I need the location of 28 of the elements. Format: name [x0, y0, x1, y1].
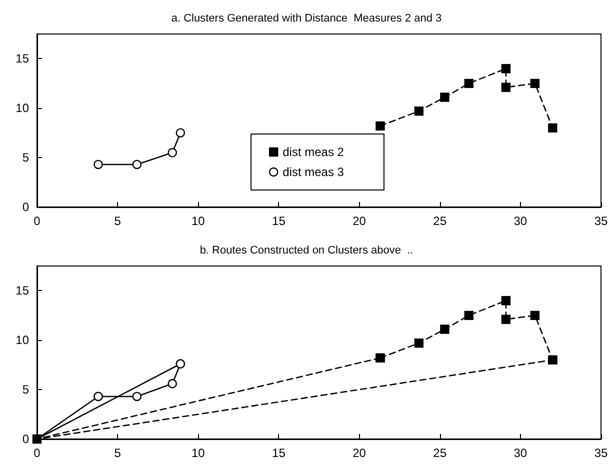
y-tick-label: 0	[22, 432, 30, 446]
x-tick-label: 15	[272, 214, 286, 228]
x-tick-label: 5	[114, 446, 122, 460]
x-tick-label: 10	[191, 214, 206, 228]
chart-title: a. Clusters Generated with Distance Measures 2 and 3	[171, 12, 442, 24]
x-tick-label: 25	[433, 446, 447, 460]
y-tick-label: 10	[16, 333, 30, 348]
x-tick-label: 15	[272, 446, 286, 460]
legend-label: dist meas 3	[282, 165, 344, 179]
x-tick-label: 5	[114, 214, 122, 228]
legend-label: dist meas 2	[282, 145, 344, 159]
x-tick-label: 35	[594, 446, 608, 460]
y-tick-label: 10	[16, 101, 30, 116]
x-tick-label: 25	[433, 214, 447, 228]
x-tick-label: 30	[514, 214, 528, 228]
y-tick-label: 0	[22, 200, 30, 214]
x-tick-label: 35	[594, 214, 608, 228]
y-tick-label: 15	[16, 52, 30, 66]
x-tick-label: 0	[34, 214, 41, 228]
y-tick-label: 5	[22, 382, 30, 397]
y-tick-label: 5	[22, 150, 30, 165]
x-tick-label: 10	[191, 446, 206, 460]
x-tick-label: 0	[34, 446, 41, 460]
chart-title: b. Routes Constructed on Clusters above ..	[200, 244, 414, 256]
x-tick-label: 30	[514, 446, 528, 460]
y-tick-label: 15	[16, 284, 30, 298]
x-tick-label: 20	[352, 214, 366, 228]
x-tick-label: 20	[352, 446, 366, 460]
